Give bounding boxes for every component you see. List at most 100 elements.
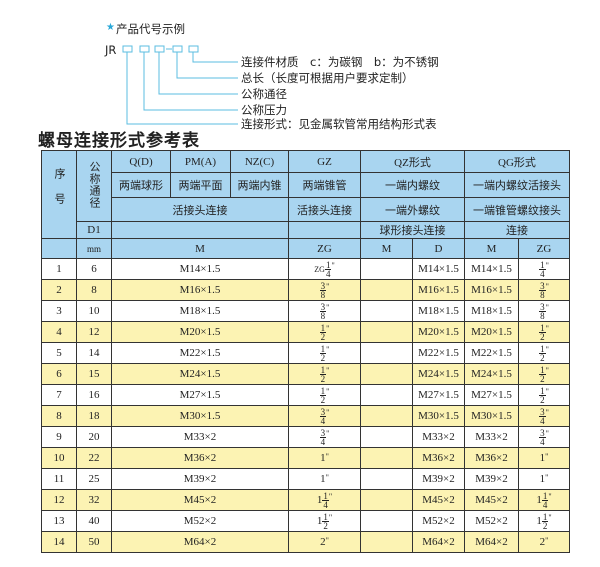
zg-whole: 1 xyxy=(539,473,546,485)
cell-qg-m: M33×2 xyxy=(464,426,519,448)
header-qz-desc: 一端内螺纹 xyxy=(360,172,465,198)
cell-m: M45×2 xyxy=(111,489,289,511)
header-nz: NZ(C) xyxy=(230,150,289,173)
cell-seq: 13 xyxy=(41,510,77,532)
header-qg-zg: ZG xyxy=(518,238,570,259)
cell-qg-zg: 3 8 " xyxy=(518,279,570,301)
table-body: 1 6 M14×1.5 ZG 1 4 " M14×1.5 M14×1.5 1 4 " 2 8 M16×1.5… xyxy=(41,258,570,553)
cell-seq: 4 xyxy=(41,321,77,343)
cell-zg: 1 2 " xyxy=(288,342,361,364)
header-qz-ball: 球形接头连接 xyxy=(360,221,465,239)
cell-qg-m: M20×1.5 xyxy=(464,321,519,343)
cell-qz-m xyxy=(360,258,413,280)
header-qz-d: D xyxy=(412,238,465,259)
cell-qg-m: M14×1.5 xyxy=(464,258,519,280)
zg-whole: 2 xyxy=(539,536,546,548)
cell-dn: 10 xyxy=(76,300,112,322)
header-d1: D1 xyxy=(76,221,112,239)
cell-qz-m xyxy=(360,321,413,343)
cell-zg: 1 1 4 " xyxy=(288,489,361,511)
table-row: 8 18 M30×1.5 3 4 " M30×1.5 M30×1.5 3 4 " xyxy=(41,405,570,427)
cell-qz-d: M36×2 xyxy=(412,447,465,469)
cell-seq: 11 xyxy=(41,468,77,490)
cell-m: M33×2 xyxy=(111,426,289,448)
zg-prefix: ZG xyxy=(314,264,325,274)
cell-seq: 1 xyxy=(41,258,77,280)
cell-qg-m: M18×1.5 xyxy=(464,300,519,322)
header-pm: PM(A) xyxy=(170,150,231,173)
cell-qg-m: M39×2 xyxy=(464,468,519,490)
cell-qz-d: M20×1.5 xyxy=(412,321,465,343)
table-row: 11 25 M39×2 1" M39×2 M39×2 1" xyxy=(41,468,570,490)
table-row: 13 40 M52×2 1 1 2 " M52×2 M52×2 1 1 2 " xyxy=(41,510,570,532)
cell-qg-zg: 1" xyxy=(518,468,570,490)
cell-zg: 1" xyxy=(288,468,361,490)
header-gz-desc: 两端锥管 xyxy=(288,172,361,198)
cell-qz-d: M64×2 xyxy=(412,531,465,553)
cell-m: M39×2 xyxy=(111,468,289,490)
cell-qz-d: M27×1.5 xyxy=(412,384,465,406)
cell-qg-m: M45×2 xyxy=(464,489,519,511)
cell-dn: 25 xyxy=(76,468,112,490)
cell-seq: 5 xyxy=(41,342,77,364)
cell-qz-m xyxy=(360,279,413,301)
cell-qz-m xyxy=(360,468,413,490)
cell-qz-d: M33×2 xyxy=(412,426,465,448)
cell-qz-m xyxy=(360,510,413,532)
cell-qg-zg: 3 8 " xyxy=(518,300,570,322)
cell-qz-m xyxy=(360,363,413,385)
header-q: Q(D) xyxy=(111,150,171,173)
table-row: 14 50 M64×2 2" M64×2 M64×2 2" xyxy=(41,531,570,553)
cell-qg-m: M36×2 xyxy=(464,447,519,469)
header-mm: mm xyxy=(76,238,112,259)
cell-qg-m: M27×1.5 xyxy=(464,384,519,406)
cell-m: M16×1.5 xyxy=(111,279,289,301)
zg-whole: 1 xyxy=(539,452,546,464)
cell-seq: 3 xyxy=(41,300,77,322)
zg-whole: 1 xyxy=(320,452,326,464)
cell-dn: 14 xyxy=(76,342,112,364)
cell-qg-m: M16×1.5 xyxy=(464,279,519,301)
cell-qz-m xyxy=(360,342,413,364)
header-qg-taper: 一端锥管螺纹接头 xyxy=(464,197,570,222)
cell-qz-d: M52×2 xyxy=(412,510,465,532)
cell-dn: 22 xyxy=(76,447,112,469)
cell-zg: 1 2 " xyxy=(288,384,361,406)
zg-whole: 2 xyxy=(320,536,326,548)
cell-qz-m xyxy=(360,447,413,469)
header-q-desc: 两端球形 xyxy=(111,172,171,198)
header-qz-external: 一端外螺纹 xyxy=(360,197,465,222)
table-row: 2 8 M16×1.5 3 8 " M16×1.5 M16×1.5 3 8 " xyxy=(41,279,570,301)
cell-qz-d: M45×2 xyxy=(412,489,465,511)
cell-dn: 40 xyxy=(76,510,112,532)
nut-connection-table: 序号 公称通径 Q(D) PM(A) NZ(C) GZ QZ形式 QG形式 两端… xyxy=(41,150,570,553)
table-row: 9 20 M33×2 3 4 " M33×2 M33×2 3 4 " xyxy=(41,426,570,448)
cell-dn: 20 xyxy=(76,426,112,448)
cell-dn: 12 xyxy=(76,321,112,343)
cell-qz-d: M39×2 xyxy=(412,468,465,490)
cell-seq: 9 xyxy=(41,426,77,448)
cell-zg: 1 2 " xyxy=(288,321,361,343)
cell-m: M27×1.5 xyxy=(111,384,289,406)
zg-whole: 1 xyxy=(316,514,323,527)
cell-zg: 2" xyxy=(288,531,361,553)
cell-seq: 7 xyxy=(41,384,77,406)
cell-qz-m xyxy=(360,384,413,406)
cell-qg-zg: 1 2 " xyxy=(518,342,570,364)
cell-qg-zg: 1 4 " xyxy=(518,258,570,280)
cell-m: M20×1.5 xyxy=(111,321,289,343)
cell-seq: 12 xyxy=(41,489,77,511)
cell-zg: 3 4 " xyxy=(288,426,361,448)
